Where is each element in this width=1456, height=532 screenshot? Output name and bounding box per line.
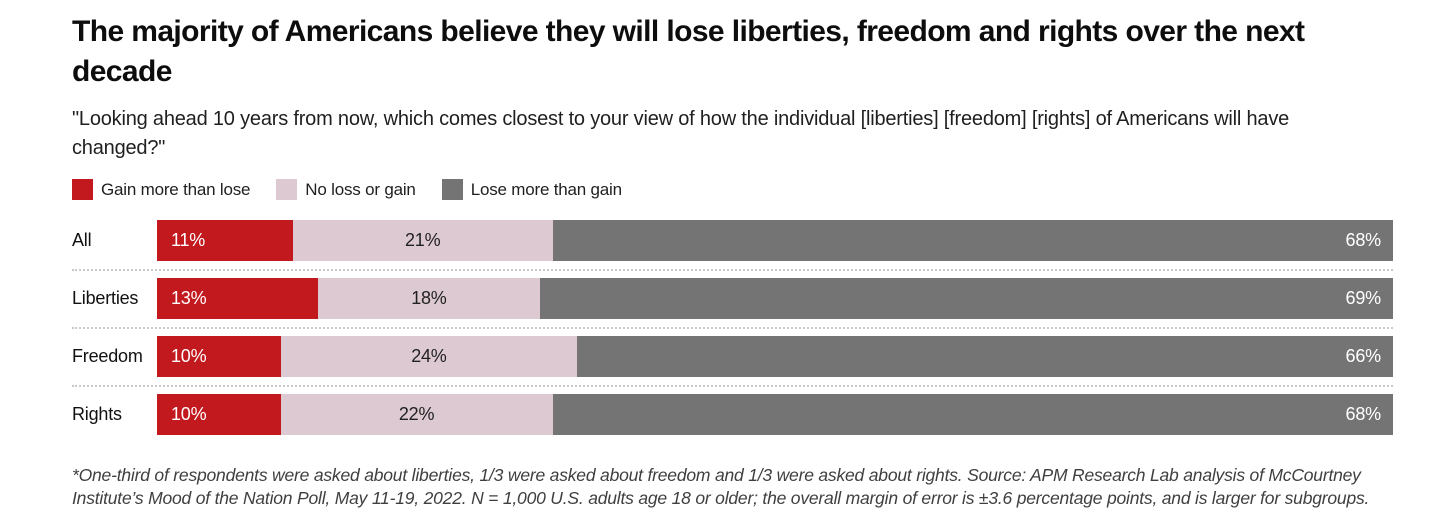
- bar-segment: 13%: [157, 278, 318, 319]
- bar-segment: 22%: [280, 394, 553, 435]
- legend-item: Gain more than lose: [72, 179, 250, 200]
- row-separator: [72, 269, 1393, 271]
- legend-swatch-1: [72, 179, 93, 200]
- bar-segment: 69%: [540, 278, 1393, 319]
- bar-segment: 18%: [317, 278, 541, 319]
- bar-track: 11% 21% 68%: [157, 220, 1393, 261]
- legend-item: Lose more than gain: [441, 179, 622, 200]
- bar-row: Freedom 10% 24% 66%: [72, 336, 1393, 377]
- bar-row: Liberties 13% 18% 69%: [72, 278, 1393, 319]
- bar-segment: 24%: [280, 336, 578, 377]
- chart-subtitle: "Looking ahead 10 years from now, which …: [72, 108, 1290, 159]
- bar-row: All 11% 21% 68%: [72, 220, 1393, 261]
- legend-swatch-3: [441, 179, 463, 200]
- row-label: Rights: [72, 404, 122, 424]
- row-label: Liberties: [72, 288, 139, 308]
- legend-item: No loss or gain: [276, 179, 416, 200]
- bar-segment: 68%: [552, 394, 1393, 435]
- bar-segment: 10%: [157, 336, 281, 377]
- row-separator: [72, 385, 1393, 387]
- legend-swatch-2: [276, 179, 298, 200]
- row-label: Freedom: [72, 346, 143, 366]
- bar-segment: 11%: [157, 220, 293, 261]
- stacked-bar-chart: All 11% 21% 68% Liberties 13% 18% 69% Freedom 10%…: [72, 220, 1393, 435]
- row-label: All: [72, 230, 92, 250]
- chart-title: The majority of Americans believe they w…: [72, 15, 1305, 88]
- legend-label: Lose more than gain: [470, 179, 622, 199]
- legend-label: Gain more than lose: [101, 179, 251, 199]
- bar-track: 13% 18% 69%: [157, 278, 1393, 319]
- row-separator: [72, 327, 1393, 329]
- bar-segment: 68%: [552, 220, 1393, 261]
- bar-track: 10% 24% 66%: [157, 336, 1393, 377]
- bar-track: 10% 22% 68%: [157, 394, 1393, 435]
- chart-footnote: *One-third of respondents were asked abo…: [72, 465, 1370, 508]
- bar-segment: 66%: [577, 336, 1393, 377]
- legend-label: No loss or gain: [305, 179, 416, 199]
- legend: Gain more than lose No loss or gain Lose m…: [72, 179, 1456, 200]
- bar-segment: 21%: [292, 220, 553, 261]
- bar-row: Rights 10% 22% 68%: [72, 394, 1393, 435]
- bar-segment: 10%: [157, 394, 281, 435]
